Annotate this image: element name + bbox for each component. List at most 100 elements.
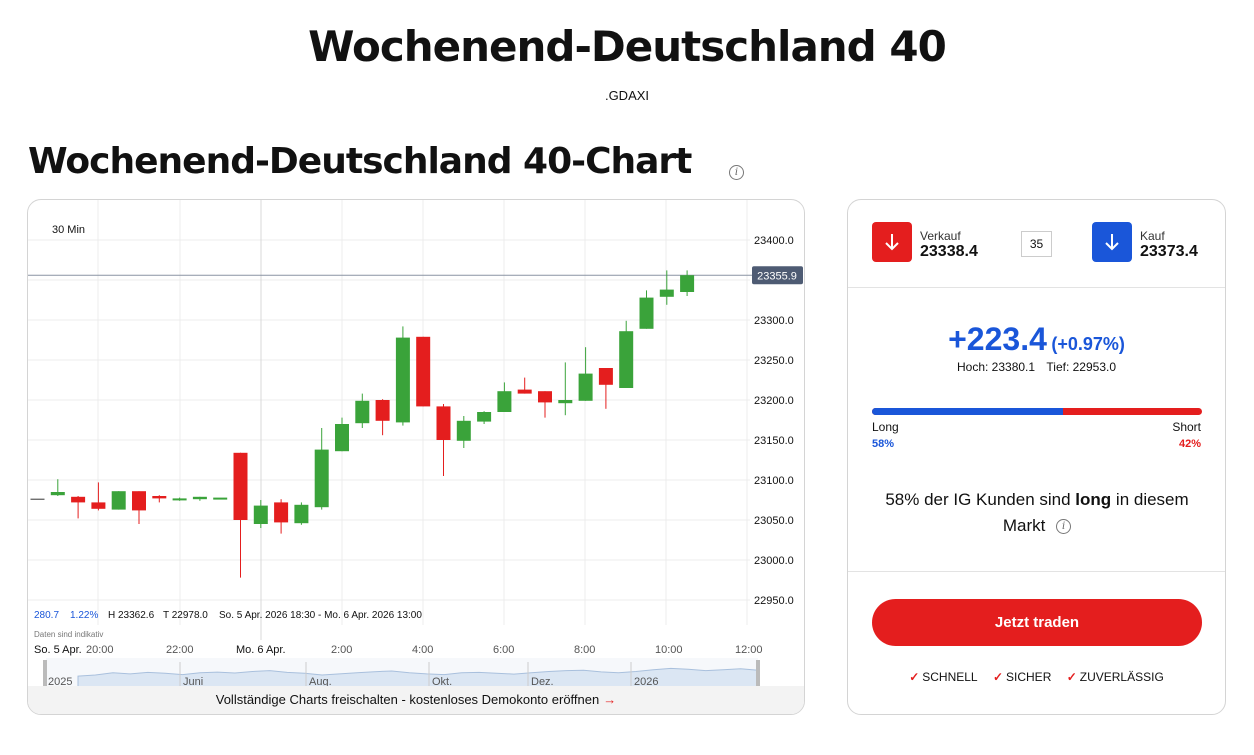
divider <box>848 571 1225 572</box>
time-axis-label: 2:00 <box>331 644 352 656</box>
candle-body <box>680 275 695 292</box>
navigator-handle-left <box>43 660 47 688</box>
stat-low: T 22978.0 <box>163 610 208 621</box>
sentiment-text-pre: 58% der IG Kunden sind <box>885 490 1076 509</box>
candle-body <box>132 491 146 511</box>
navigator-label: Okt. <box>432 676 452 688</box>
change-value: +223.4 <box>948 321 1047 357</box>
candlestick-chart[interactable]: 23400.023350.023300.023250.023200.023150… <box>28 200 805 690</box>
high-value: Hoch: 23380.1 <box>956 360 1036 374</box>
long-percent: 58% <box>872 438 895 450</box>
chart-heading: Wochenend-Deutschland 40-Chart <box>28 141 692 182</box>
candle-body <box>578 373 593 401</box>
trust-badges: ✓ SCHNELL ✓ SICHER ✓ ZUVERLÄSSIG <box>848 670 1225 684</box>
unlock-charts-link[interactable]: Vollständige Charts freischalten - koste… <box>28 686 804 714</box>
buy-price[interactable]: 23373.4 <box>1140 243 1198 260</box>
time-axis-label: Mo. 6 Apr. <box>236 644 286 656</box>
unlock-charts-text[interactable]: Vollständige Charts freischalten - koste… <box>215 692 600 707</box>
high-low: Hoch: 23380.1 Tief: 22953.0 <box>848 360 1225 374</box>
candle-body <box>71 496 86 503</box>
candle-body <box>253 505 268 524</box>
candle-body <box>274 502 289 523</box>
candle-body <box>213 497 228 500</box>
candle-body <box>619 331 634 388</box>
arrow-right-icon: → <box>603 692 617 707</box>
badge-fast: ✓ SCHNELL <box>909 670 977 684</box>
y-tick-label: 23050.0 <box>754 515 794 527</box>
stat-high: H 23362.6 <box>108 610 155 621</box>
info-icon[interactable]: i <box>729 165 744 180</box>
candle-body <box>436 406 451 440</box>
trade-card: Verkauf 23338.4 35 Kauf 23373.4 +223.4 (… <box>847 199 1226 715</box>
short-percent: 42% <box>1178 438 1201 450</box>
time-axis-label: 4:00 <box>412 644 433 656</box>
candle-body <box>538 391 552 403</box>
time-axis-label: 6:00 <box>493 644 514 656</box>
info-icon[interactable]: i <box>1056 519 1072 534</box>
candle-body <box>395 337 410 423</box>
y-tick-label: 23250.0 <box>754 355 794 367</box>
stat-range: So. 5 Apr. 2026 18:30 - Mo. 6 Apr. 2026 … <box>219 610 422 621</box>
candle-body <box>314 449 329 508</box>
price-change: +223.4 (+0.97%) <box>848 321 1225 358</box>
sentiment-text: 58% der IG Kunden sind long in diesem Ma… <box>868 487 1206 539</box>
stat-change-pct: 1.22% <box>70 610 98 621</box>
badge-fast-label: SCHNELL <box>922 670 978 684</box>
spread-value: 35 <box>1021 231 1052 257</box>
time-axis-label: 10:00 <box>655 644 683 656</box>
candle-body <box>456 420 471 441</box>
y-tick-label: 23200.0 <box>754 395 794 407</box>
time-axis-label: 8:00 <box>574 644 595 656</box>
navigator-label: Juni <box>183 676 203 688</box>
current-price-label: 23355.9 <box>757 270 797 282</box>
time-axis-label: So. 5 Apr. <box>34 644 82 656</box>
indicative-note: Daten sind indikativ <box>34 630 103 639</box>
candle-body <box>355 400 370 424</box>
sentiment-text-post: in diesem Markt <box>1002 490 1189 535</box>
stat-change: 280.7 <box>34 610 59 621</box>
sell-price[interactable]: 23338.4 <box>920 243 978 260</box>
check-icon: ✓ <box>1066 670 1077 684</box>
navigator-area <box>77 667 759 690</box>
time-axis-label: 22:00 <box>166 644 194 656</box>
candle-body <box>659 289 674 297</box>
candle-body <box>152 496 167 499</box>
low-value: Tief: 22953.0 <box>1046 360 1116 374</box>
check-icon: ✓ <box>992 670 1004 684</box>
y-tick-label: 22950.0 <box>754 595 794 607</box>
sentiment-long-fill <box>872 408 1064 415</box>
time-axis-label: 20:00 <box>86 644 114 656</box>
trade-now-button[interactable]: Jetzt traden <box>872 599 1202 646</box>
candle-body <box>558 400 573 404</box>
candle-body <box>477 412 492 422</box>
candle-body <box>192 496 207 500</box>
y-tick-label: 23300.0 <box>754 315 794 327</box>
short-label: Short <box>1172 420 1201 434</box>
sell-button[interactable] <box>872 222 912 262</box>
y-tick-label: 23100.0 <box>754 475 794 487</box>
navigator-label: 2026 <box>634 676 658 688</box>
navigator-label: Dez. <box>531 676 554 688</box>
candle-body <box>50 492 65 496</box>
arrow-down-icon <box>885 234 899 251</box>
candle-body <box>335 424 349 452</box>
check-icon: ✓ <box>909 670 920 684</box>
change-percent: (+0.97%) <box>1051 334 1125 354</box>
buy-button[interactable] <box>1092 222 1132 262</box>
navigator-label: 2025 <box>48 676 72 688</box>
candle-body <box>233 452 248 520</box>
y-tick-label: 23400.0 <box>754 235 794 247</box>
y-tick-label: 23000.0 <box>754 555 794 567</box>
sentiment-text-bold: long <box>1075 490 1112 509</box>
chart-card: 23400.023350.023300.023250.023200.023150… <box>27 199 805 715</box>
candle-body <box>375 400 390 421</box>
page-title: Wochenend-Deutschland 40 <box>308 22 947 71</box>
ticker-symbol: .GDAXI <box>604 88 650 103</box>
navigator-handle-right <box>756 660 760 688</box>
candle-body <box>111 491 126 510</box>
arrow-down-icon <box>1105 234 1119 251</box>
long-label: Long <box>872 420 899 434</box>
candle-body <box>517 389 532 394</box>
buy-label: Kauf <box>1140 229 1165 243</box>
badge-secure: ✓ SICHER <box>993 670 1051 684</box>
